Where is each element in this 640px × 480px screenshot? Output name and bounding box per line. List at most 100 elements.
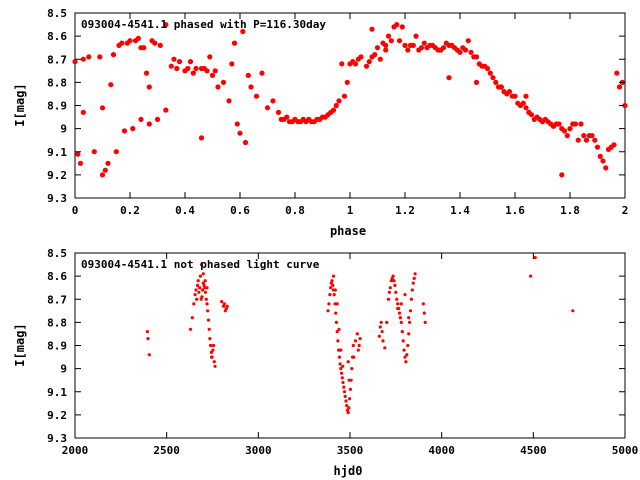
data-point [616,84,623,90]
data-point [336,339,340,343]
data-point [339,348,343,352]
data-point [203,290,208,294]
data-point [270,98,276,104]
data-point [333,302,337,306]
data-point [339,61,345,67]
data-point [237,130,243,136]
y-tick-label: 8.5 [47,7,67,20]
x-tick-label: 5000 [612,444,639,457]
data-point [583,137,590,143]
data-point [341,93,348,99]
y-tick-label: 9.1 [47,386,67,399]
data-point [498,84,504,90]
data-point [336,98,342,104]
data-point [473,54,480,60]
data-point [395,297,399,301]
data-point [355,332,359,336]
data-point [204,68,210,74]
data-point [145,330,149,334]
data-point [380,330,384,334]
data-point [163,107,169,113]
data-point [75,151,81,157]
data-point [597,153,603,159]
data-point [388,286,392,290]
data-point [342,385,346,389]
data-point [391,274,395,278]
data-point [392,279,396,283]
data-point [204,297,208,301]
data-point [528,112,535,118]
data-point [344,399,348,403]
data-point [248,84,254,90]
data-point [337,355,341,359]
y-tick-label: 8.8 [47,316,67,329]
data-point [210,355,214,359]
data-point [193,293,197,297]
data-point [407,316,411,320]
data-point [188,327,193,331]
data-point [559,172,565,178]
data-point [331,274,336,278]
data-point [97,54,103,60]
data-point [102,167,108,173]
data-point [366,59,372,65]
data-point [409,297,413,301]
data-point [493,79,499,85]
data-point [581,133,587,139]
data-point [385,33,392,39]
data-point [146,84,152,90]
y-tick-label: 8.7 [47,293,67,306]
data-point [335,302,339,306]
plot-frame [74,252,626,439]
data-point [533,256,537,260]
data-point [523,93,529,99]
data-point [206,318,211,322]
data-point [578,121,584,127]
y-tick-label: 9.3 [47,192,67,205]
data-point [195,297,199,301]
data-point [611,142,617,148]
data-point [130,126,136,132]
data-point [333,102,339,109]
data-point [245,72,251,78]
data-point [207,54,213,60]
data-point [377,334,381,338]
data-point [206,309,210,313]
data-point [487,70,493,76]
data-point [234,121,240,127]
data-point [399,24,405,30]
x-tick-label: 1.2 [395,204,415,217]
data-point [340,371,344,375]
data-point [174,65,180,72]
data-point [410,42,416,49]
data-point [226,98,232,104]
data-point [440,45,447,51]
data-point [203,279,207,283]
data-point [356,348,360,352]
x-tick-label: 1.8 [560,204,580,217]
data-point [594,144,601,150]
data-point [200,295,204,299]
data-point [393,283,397,287]
data-point [339,367,343,371]
data-points [72,22,628,178]
data-point [372,52,378,58]
data-point [408,320,412,324]
data-point [379,320,383,324]
y-tick-label: 9 [60,123,67,136]
data-point [197,290,201,294]
data-point [396,306,400,311]
data-point [259,70,265,76]
data-point [506,89,513,95]
data-point [378,325,382,329]
x-tick-label: 4500 [520,444,547,457]
y-tick-label: 8.5 [47,247,67,260]
data-point [377,56,383,62]
data-point [405,47,411,53]
y-tick-label: 8.6 [47,30,67,43]
data-point [600,158,606,164]
data-point [330,107,337,113]
data-point [457,49,463,55]
data-point [209,350,213,354]
